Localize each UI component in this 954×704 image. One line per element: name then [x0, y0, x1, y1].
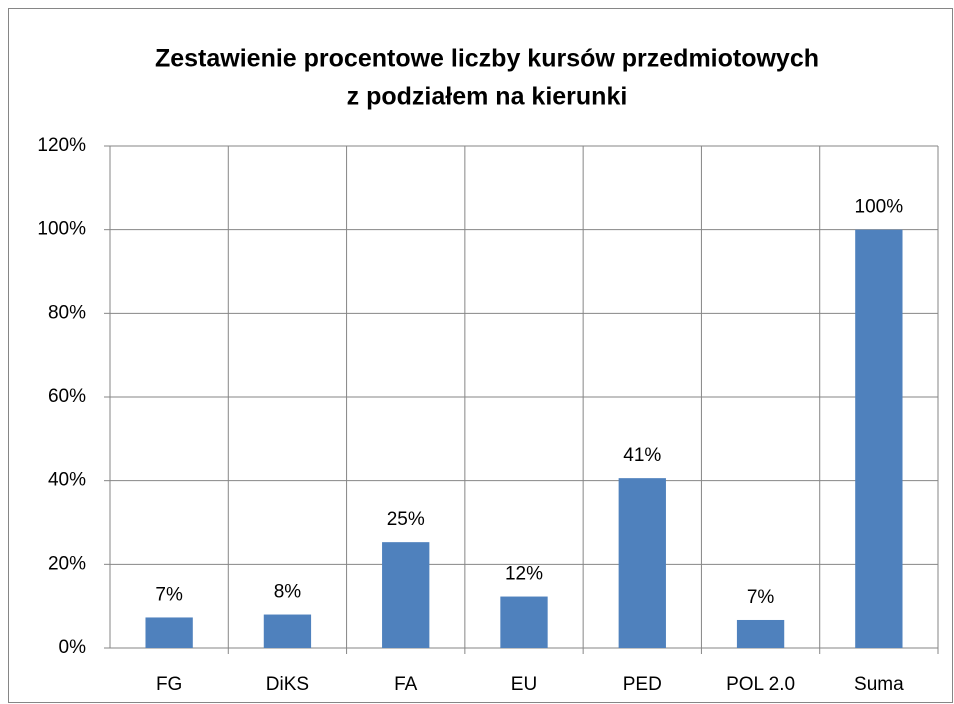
x-tick-label: POL 2.0 — [726, 674, 795, 695]
x-tick-label: Suma — [854, 674, 904, 695]
bar — [500, 596, 548, 648]
chart-title: Zestawienie procentowe liczby kursów prz… — [155, 45, 819, 73]
y-tick-label: 0% — [59, 637, 87, 658]
data-label: 41% — [623, 445, 661, 466]
bar — [145, 617, 193, 648]
data-label: 12% — [505, 564, 543, 585]
chart-border — [8, 8, 953, 703]
x-tick-label: FG — [156, 674, 182, 695]
y-tick-label: 40% — [48, 470, 86, 491]
data-label: 100% — [855, 197, 904, 218]
x-tick-label: EU — [511, 674, 537, 695]
bar — [855, 229, 903, 648]
y-tick-label: 20% — [48, 553, 86, 574]
chart-title: z podziałem na kierunki — [347, 83, 628, 111]
x-tick-label: DiKS — [266, 674, 309, 695]
y-tick-label: 80% — [48, 302, 86, 323]
x-tick-label: PED — [623, 674, 662, 695]
bar — [382, 542, 430, 648]
y-tick-label: 120% — [37, 135, 86, 156]
data-label: 8% — [274, 582, 302, 603]
y-tick-label: 60% — [48, 386, 86, 407]
bar — [618, 478, 666, 648]
bar — [263, 614, 312, 648]
data-label: 7% — [747, 587, 775, 608]
y-tick-label: 100% — [37, 219, 86, 240]
data-label: 7% — [155, 584, 183, 605]
x-tick-label: FA — [394, 674, 418, 695]
bar — [736, 619, 785, 648]
data-label: 25% — [387, 509, 425, 530]
